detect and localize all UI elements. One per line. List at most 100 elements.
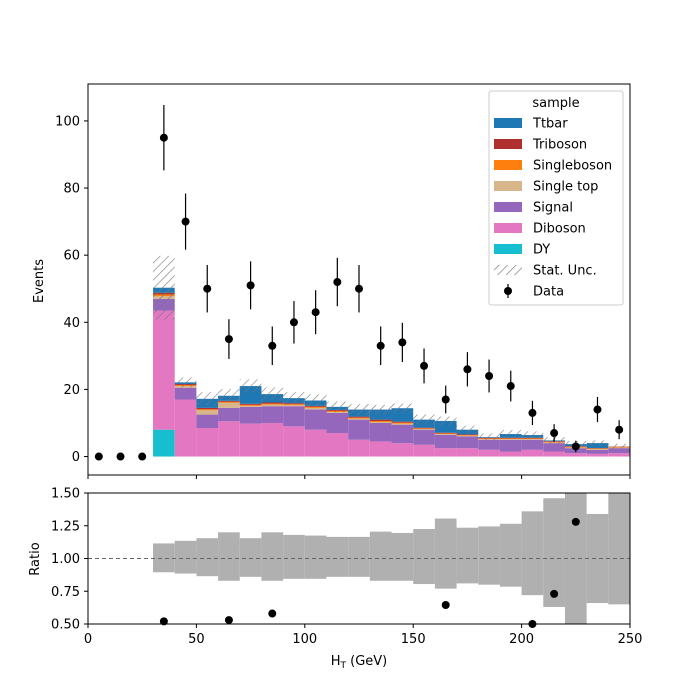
bar-single-top <box>413 429 435 430</box>
stat-uncertainty-hatch <box>153 255 630 450</box>
ratio-point <box>268 609 277 618</box>
bar-triboson <box>196 407 219 410</box>
y-tick-label: 40 <box>63 316 80 331</box>
x-tick-label: 0 <box>84 632 92 647</box>
bar-singleboson <box>239 404 262 406</box>
bar-signal <box>369 422 392 442</box>
data-point <box>116 452 125 461</box>
x-tick-label: 200 <box>509 632 534 647</box>
bar-diboson <box>261 422 284 457</box>
data-point <box>615 425 624 434</box>
ratio-unc-bin <box>153 543 175 573</box>
main-y-axis-label: Events <box>32 259 47 303</box>
bar-signal <box>478 439 500 450</box>
legend-entry-dy: DY <box>494 243 550 258</box>
bar-signal <box>261 406 284 423</box>
bar-diboson <box>434 448 457 457</box>
bar-signal <box>196 414 219 429</box>
x-axis-label-subscript: T <box>340 661 347 671</box>
bar-diboson <box>369 441 392 457</box>
ratio-unc-bin <box>261 532 284 581</box>
bar-singleboson <box>456 435 479 436</box>
bar-single-top <box>391 423 414 425</box>
x-axis-label-main: H <box>331 654 341 669</box>
data-point <box>224 335 233 344</box>
data-point <box>571 442 580 451</box>
bar-triboson <box>391 421 414 423</box>
bar-singleboson <box>348 417 370 419</box>
bar-single-top <box>586 449 609 450</box>
y-tick-label: 100 <box>55 114 80 129</box>
bar-diboson <box>608 453 630 457</box>
ratio-unc-bin <box>196 538 219 577</box>
legend-label: Singleboson <box>533 159 612 174</box>
ratio-uncertainty-band <box>153 493 630 624</box>
bar-signal <box>456 436 479 449</box>
ratio-unc-bin <box>564 493 587 624</box>
ratio-y-tick-label: 1.25 <box>51 519 80 534</box>
ratio-point <box>571 517 580 526</box>
bar-diboson <box>153 310 175 430</box>
bar-ttbar <box>434 420 457 433</box>
y-tick-label: 80 <box>63 182 80 197</box>
legend-entry-signal: Signal <box>494 201 573 216</box>
stat-unc-hatch <box>478 433 500 441</box>
y-tick-label: 60 <box>63 249 80 264</box>
ratio-unc-bin <box>283 534 305 579</box>
bar-dy <box>153 429 175 457</box>
bar-diboson <box>326 433 349 457</box>
legend-data-marker <box>504 287 512 295</box>
ratio-unc-bin <box>434 518 457 589</box>
stat-unc-hatch <box>391 403 414 413</box>
ratio-x-axis: 0 50 100 150 200 250 <box>84 624 642 647</box>
bar-signal <box>586 449 609 454</box>
data-point <box>420 361 429 370</box>
stat-unc-hatch <box>218 389 240 403</box>
ratio-y-tick-label: 1.00 <box>51 552 80 567</box>
stat-unc-hatch <box>261 387 284 401</box>
bar-triboson <box>239 403 262 405</box>
ratio-point <box>224 616 233 625</box>
legend-entry-triboson: Triboson <box>494 138 587 153</box>
bar-triboson <box>261 402 284 404</box>
legend-hatch-swatch <box>494 265 522 275</box>
stat-unc-hatch <box>456 425 479 434</box>
stat-unc-hatch <box>304 394 327 407</box>
bar-diboson <box>413 444 435 457</box>
data-point <box>311 308 320 317</box>
bar-single-top <box>304 407 327 410</box>
stat-unc-hatch <box>283 392 305 405</box>
bar-signal <box>218 407 240 422</box>
data-point <box>159 133 168 142</box>
stat-unc-hatch <box>608 443 630 450</box>
stat-unc-hatch <box>348 404 370 415</box>
bar-singleboson <box>391 422 414 424</box>
main-x-ticks <box>87 475 631 479</box>
legend-entry-stat-unc: Stat. Unc. <box>494 264 597 279</box>
bar-single-top <box>456 435 479 437</box>
bar-signal <box>239 406 262 424</box>
data-point <box>94 452 103 461</box>
bar-diboson <box>478 449 500 457</box>
ratio-y-axis-label: Ratio <box>28 542 43 575</box>
legend-swatch <box>494 139 522 149</box>
bar-diboson <box>586 453 609 457</box>
legend-entry-singleboson: Singleboson <box>494 159 612 174</box>
data-point <box>593 405 602 414</box>
legend-entry-diboson: Diboson <box>494 222 586 237</box>
legend: sample Ttbar Triboson Singleboson Single to… <box>488 90 624 306</box>
bar-single-top <box>499 439 522 440</box>
stacked-histogram <box>153 287 630 457</box>
legend-label: Triboson <box>532 138 587 153</box>
bar-diboson <box>456 448 479 457</box>
bar-singleboson <box>413 428 435 430</box>
bar-diboson <box>543 451 565 457</box>
y-tick-label: 20 <box>63 383 80 398</box>
bar-single-top <box>326 411 349 413</box>
data-point <box>463 365 472 374</box>
legend-title: sample <box>532 96 579 111</box>
stat-unc-hatch <box>499 430 522 439</box>
data-point <box>333 278 342 287</box>
ratio-y-axis: 0.50 0.75 1.00 1.25 1.50 <box>51 487 88 633</box>
